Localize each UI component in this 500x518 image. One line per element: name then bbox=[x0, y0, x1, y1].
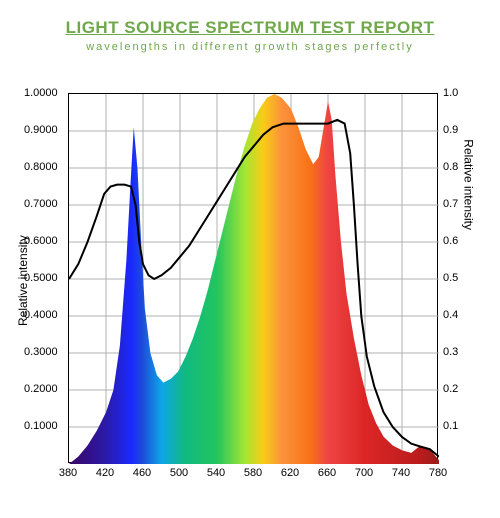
plot-svg bbox=[69, 94, 439, 464]
xtick: 460 bbox=[133, 467, 151, 479]
ytick-left: 0.7000 bbox=[24, 198, 58, 210]
ytick-right: 0.9 bbox=[443, 124, 458, 136]
ylabel-left: Relative intensity bbox=[16, 235, 30, 326]
xtick: 380 bbox=[59, 467, 77, 479]
xtick: 740 bbox=[392, 467, 410, 479]
ytick-left: 0.2000 bbox=[24, 383, 58, 395]
xtick: 500 bbox=[170, 467, 188, 479]
ytick-right: 0.7 bbox=[443, 198, 458, 210]
ytick-left: 0.8000 bbox=[24, 161, 58, 173]
xtick: 580 bbox=[244, 467, 262, 479]
xtick: 540 bbox=[207, 467, 225, 479]
ytick-right: 0.8 bbox=[443, 161, 458, 173]
ytick-right: 0.6 bbox=[443, 235, 458, 247]
ytick-right: 0.1 bbox=[443, 420, 458, 432]
ytick-right: 0.5 bbox=[443, 272, 458, 284]
ytick-right: 0.4 bbox=[443, 309, 458, 321]
xtick: 780 bbox=[429, 467, 447, 479]
ytick-left: 1.0000 bbox=[24, 87, 58, 99]
chart-area: 0.10000.20000.30000.40000.50000.60000.70… bbox=[0, 18, 500, 518]
xtick: 420 bbox=[96, 467, 114, 479]
ytick-right: 0.2 bbox=[443, 383, 458, 395]
ytick-left: 0.3000 bbox=[24, 346, 58, 358]
ylabel-right: Relative intensity bbox=[462, 139, 476, 230]
ytick-right: 1.0 bbox=[443, 87, 458, 99]
report-wrap: LIGHT SOURCE SPECTRUM TEST REPORT wavele… bbox=[0, 18, 500, 518]
plot bbox=[68, 93, 438, 463]
ytick-left: 0.1000 bbox=[24, 420, 58, 432]
xtick: 660 bbox=[318, 467, 336, 479]
ytick-right: 0.3 bbox=[443, 346, 458, 358]
xtick: 700 bbox=[355, 467, 373, 479]
xtick: 620 bbox=[281, 467, 299, 479]
ytick-left: 0.9000 bbox=[24, 124, 58, 136]
